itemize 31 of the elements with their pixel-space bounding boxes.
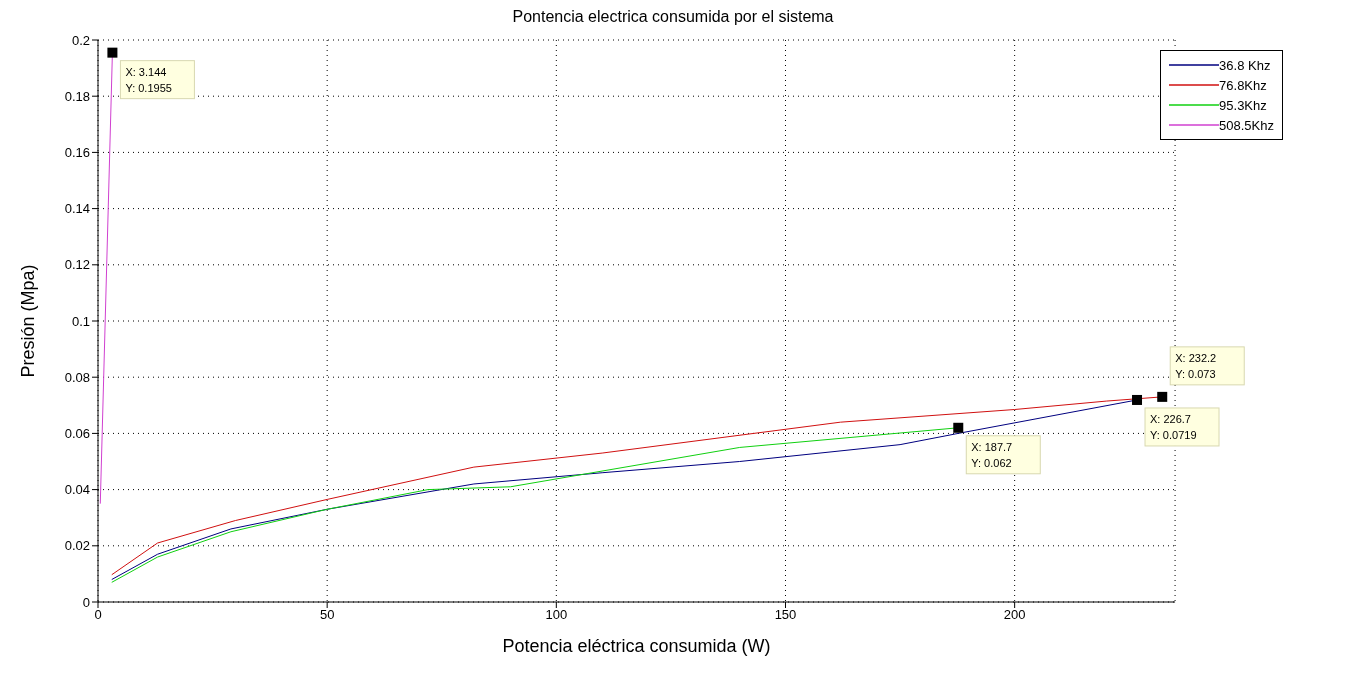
x-tick-label: 200 <box>1003 607 1026 623</box>
annotation: X: 232.2 Y: 0.073 <box>1175 351 1217 380</box>
data-tip: X: 226.7 Y: 0.0719 <box>1132 394 1220 447</box>
annotation: X: 187.7 Y: 0.062 <box>971 440 1013 469</box>
data-tip: X: 232.2 Y: 0.073 <box>1157 346 1245 402</box>
y-tick-label: 0.14 <box>64 201 90 217</box>
y-tick-label: 0.18 <box>64 88 90 104</box>
legend-label: 95.3Khz <box>1219 97 1267 113</box>
legend-label: 76.8Khz <box>1219 77 1267 93</box>
x-axis-title: Potencia eléctrica consumida (W) <box>502 636 771 656</box>
y-tick-label: 0.08 <box>64 369 90 385</box>
y-axis-title: Presión (Mpa) <box>18 264 39 378</box>
y-tick-label: 0.02 <box>64 538 90 554</box>
y-tick-label: 0.06 <box>64 426 90 442</box>
data-tip: X: 3.144 Y: 0.1955 <box>107 47 195 100</box>
y-tick-label: 0.04 <box>64 482 90 498</box>
y-tick-label: 0.1 <box>71 313 90 329</box>
y-tick-label: 0 <box>82 594 90 610</box>
y-tick-label: 0.16 <box>64 145 90 161</box>
legend-label: 508.5Khz <box>1219 117 1274 133</box>
annotation: X: 3.144 Y: 0.1955 <box>125 65 172 94</box>
y-tick-label: 0.12 <box>64 257 90 273</box>
legend-label: 36.8 Khz <box>1219 57 1271 73</box>
x-tick-label: 50 <box>319 607 335 623</box>
data-tip: X: 187.7 Y: 0.062 <box>953 422 1041 475</box>
x-tick-label: 100 <box>545 607 568 623</box>
annotation: X: 226.7 Y: 0.0719 <box>1150 412 1197 441</box>
x-tick-label: 150 <box>774 607 797 623</box>
y-tick-label: 0.2 <box>71 32 90 48</box>
x-tick-label: 0 <box>94 607 102 623</box>
chart-title: Pontencia electrica consumida por el sistema <box>511 8 835 27</box>
